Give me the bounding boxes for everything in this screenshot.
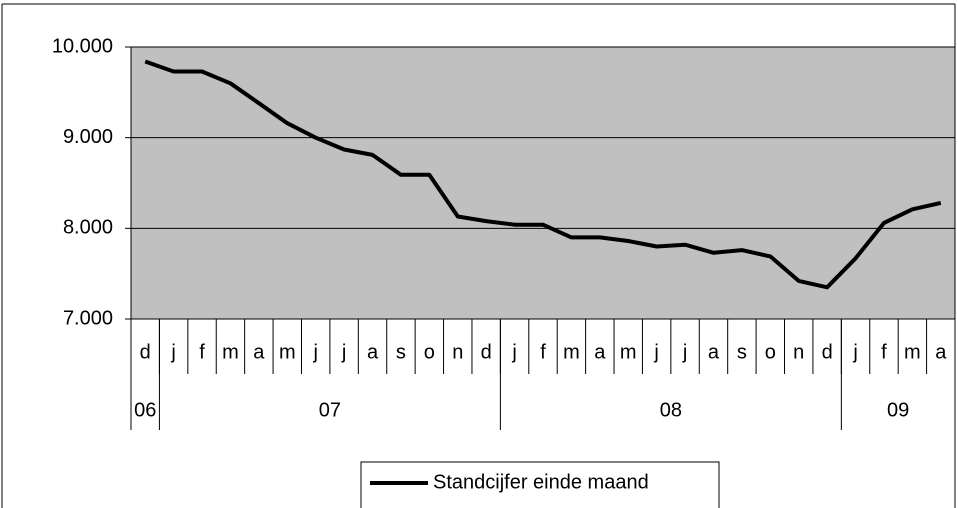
- x-tick-label: n: [452, 341, 463, 363]
- x-tick-label: f: [540, 341, 546, 363]
- data-line: [144, 59, 942, 290]
- x-tick-label: d: [140, 341, 151, 363]
- x-tick-label: d: [481, 341, 492, 363]
- x-tick-label: m: [279, 341, 296, 363]
- x-tick-label: a: [367, 341, 379, 363]
- x-tick-label: j: [312, 341, 317, 363]
- x-tick-label: m: [222, 341, 239, 363]
- y-tick-label: 9.000: [63, 126, 113, 148]
- x-tick-label: o: [765, 341, 776, 363]
- x-tick-label: s: [737, 341, 747, 363]
- plot-area: [130, 46, 956, 320]
- x-tick-label: m: [904, 341, 921, 363]
- x-tick-label: a: [935, 341, 947, 363]
- x-tick-label: s: [396, 341, 406, 363]
- x-tick-label: j: [170, 341, 175, 363]
- y-tick-label: 10.000: [52, 35, 113, 57]
- y-tick-label: 7.000: [63, 307, 113, 329]
- x-tick-label: j: [511, 341, 516, 363]
- x-tick-label: f: [199, 341, 205, 363]
- x-tick-label: a: [253, 341, 265, 363]
- x-tick-label: n: [793, 341, 804, 363]
- x-tick-label: a: [708, 341, 720, 363]
- group-label: 08: [660, 399, 682, 421]
- x-tick-label: d: [822, 341, 833, 363]
- x-tick-label: m: [620, 341, 637, 363]
- y-tick-label: 8.000: [63, 217, 113, 239]
- x-tick-label: j: [682, 341, 687, 363]
- x-tick-label: o: [424, 341, 435, 363]
- x-tick-label: j: [852, 341, 857, 363]
- x-tick-label: j: [653, 341, 658, 363]
- group-label: 07: [319, 399, 341, 421]
- group-label: 06: [134, 399, 156, 421]
- x-tick-label: j: [341, 341, 346, 363]
- group-label: 09: [887, 399, 909, 421]
- x-tick-label: m: [563, 341, 580, 363]
- x-tick-label: f: [881, 341, 887, 363]
- x-tick-label: a: [594, 341, 606, 363]
- legend-label: Standcijfer einde maand: [433, 471, 649, 493]
